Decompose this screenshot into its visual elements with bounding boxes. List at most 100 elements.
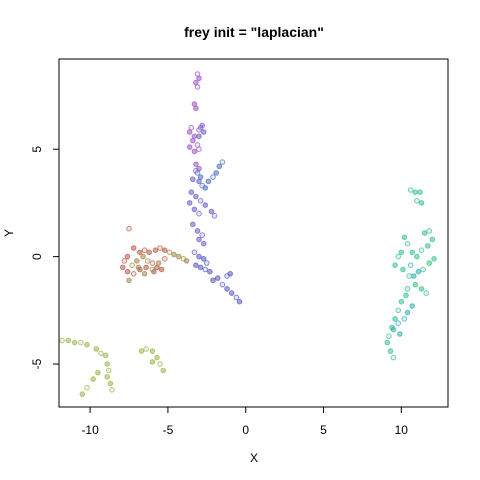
data-point bbox=[105, 362, 110, 367]
data-point bbox=[131, 272, 136, 277]
data-point bbox=[91, 377, 96, 382]
y-axis: -5 0 5 bbox=[30, 146, 59, 370]
data-point bbox=[150, 261, 155, 266]
data-point bbox=[155, 355, 160, 360]
data-point bbox=[197, 134, 202, 139]
data-point bbox=[201, 241, 206, 246]
data-point bbox=[217, 164, 222, 169]
data-point bbox=[145, 259, 150, 264]
data-point bbox=[424, 291, 429, 296]
data-point bbox=[220, 282, 225, 287]
data-point bbox=[422, 231, 427, 236]
data-point bbox=[408, 188, 413, 193]
data-point bbox=[413, 282, 418, 287]
data-point bbox=[139, 349, 144, 354]
data-point bbox=[203, 186, 208, 191]
data-point bbox=[396, 254, 401, 259]
x-axis: -10 -5 0 5 10 bbox=[81, 407, 408, 437]
data-point bbox=[156, 261, 161, 266]
data-point bbox=[195, 171, 200, 176]
y-axis-label: Y bbox=[2, 229, 16, 237]
data-point bbox=[203, 267, 208, 272]
data-point bbox=[127, 226, 132, 231]
data-point bbox=[421, 267, 426, 272]
data-point bbox=[209, 209, 214, 214]
data-point bbox=[393, 317, 398, 322]
x-tick-label: 10 bbox=[395, 423, 409, 437]
x-tick-label: -5 bbox=[163, 423, 174, 437]
data-point bbox=[200, 233, 205, 238]
data-point bbox=[144, 347, 149, 352]
data-point bbox=[153, 248, 158, 253]
data-point bbox=[407, 274, 412, 279]
data-point bbox=[408, 263, 413, 268]
x-axis-label: X bbox=[250, 451, 258, 465]
data-point bbox=[159, 267, 164, 272]
data-point bbox=[198, 199, 203, 204]
data-point bbox=[396, 321, 401, 326]
data-point bbox=[410, 304, 415, 309]
data-point bbox=[419, 248, 424, 253]
data-point bbox=[404, 293, 409, 298]
data-point bbox=[426, 244, 431, 249]
x-tick-label: 0 bbox=[242, 423, 249, 437]
data-point bbox=[396, 308, 401, 313]
data-point bbox=[107, 368, 112, 373]
data-point bbox=[197, 147, 202, 152]
data-point bbox=[187, 130, 192, 135]
data-point bbox=[167, 250, 172, 255]
data-point bbox=[66, 338, 71, 343]
data-point bbox=[172, 252, 177, 257]
data-point bbox=[138, 250, 143, 255]
data-point bbox=[96, 370, 101, 375]
data-point bbox=[194, 162, 199, 167]
data-point bbox=[135, 259, 140, 264]
data-point bbox=[191, 222, 196, 227]
data-point bbox=[432, 257, 437, 262]
data-point bbox=[387, 334, 392, 339]
plot-frame bbox=[59, 59, 448, 407]
data-point bbox=[191, 177, 196, 182]
data-point bbox=[187, 201, 192, 206]
data-point bbox=[402, 317, 407, 322]
data-point bbox=[405, 287, 410, 292]
data-point bbox=[192, 207, 197, 212]
data-point bbox=[205, 261, 210, 266]
data-point bbox=[427, 229, 432, 234]
data-point bbox=[150, 360, 155, 365]
data-points bbox=[60, 72, 437, 397]
data-point bbox=[237, 299, 242, 304]
data-point bbox=[79, 340, 84, 345]
data-point bbox=[130, 263, 135, 268]
data-point bbox=[142, 272, 147, 277]
data-point bbox=[220, 160, 225, 165]
data-point bbox=[206, 179, 211, 184]
data-point bbox=[419, 287, 424, 292]
data-point bbox=[131, 246, 136, 251]
data-point bbox=[194, 106, 199, 111]
data-point bbox=[198, 265, 203, 270]
data-point bbox=[125, 254, 130, 259]
data-point bbox=[418, 190, 423, 195]
data-point bbox=[194, 194, 199, 199]
data-point bbox=[399, 299, 404, 304]
data-point bbox=[127, 278, 132, 283]
data-point bbox=[150, 267, 155, 272]
data-point bbox=[415, 254, 420, 259]
data-point bbox=[192, 149, 197, 154]
data-point bbox=[99, 351, 104, 356]
data-point bbox=[211, 175, 216, 180]
data-point bbox=[94, 347, 99, 352]
y-tick-label: 0 bbox=[30, 253, 44, 260]
data-point bbox=[385, 340, 390, 345]
data-point bbox=[163, 248, 168, 253]
data-point bbox=[142, 248, 147, 253]
data-point bbox=[398, 332, 403, 337]
data-point bbox=[413, 190, 418, 195]
data-point bbox=[194, 263, 199, 268]
data-point bbox=[393, 263, 398, 268]
data-point bbox=[147, 250, 152, 255]
data-point bbox=[158, 362, 163, 367]
data-point bbox=[203, 203, 208, 208]
data-point bbox=[85, 385, 90, 390]
